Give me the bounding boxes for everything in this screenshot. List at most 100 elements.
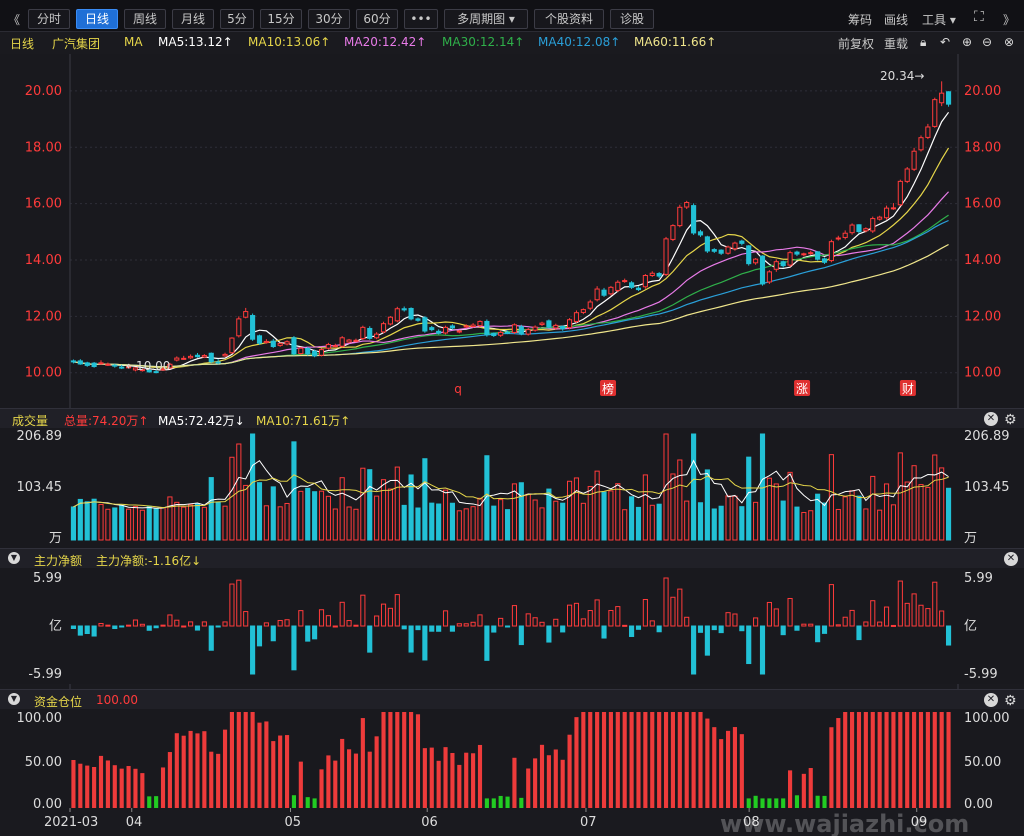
gear-icon[interactable]: ⚙: [1004, 693, 1017, 709]
tools-menu[interactable]: 工具 ▾: [922, 13, 956, 27]
candle-body: [808, 252, 814, 255]
net-flow-bar: [704, 625, 710, 656]
position-bar: [202, 731, 207, 808]
volume-bar: [691, 433, 697, 541]
net-flow-bar: [635, 625, 642, 630]
candle-body: [284, 341, 290, 345]
candle-body: [222, 353, 228, 357]
net-flow-bar: [691, 625, 697, 675]
volume-bar: [890, 504, 896, 541]
candle-body: [498, 331, 504, 336]
volume-bar: [119, 504, 125, 541]
zoom-in-icon[interactable]: ⊕: [962, 35, 973, 49]
position-bar: [347, 749, 352, 808]
net-flow-bar: [139, 623, 145, 627]
indicator-name[interactable]: MA: [124, 35, 143, 49]
tab-9[interactable]: 多周期图 ▾: [444, 9, 528, 29]
volume-bar: [939, 467, 945, 541]
flow-value: 主力净额:-1.16亿↓: [96, 554, 202, 568]
position-bar: [284, 735, 290, 808]
net-flow-bar: [904, 602, 910, 627]
stock-name[interactable]: 广汽集团: [52, 37, 101, 51]
net-flow-bar: [298, 610, 304, 627]
reload-button[interactable]: 重载: [884, 37, 909, 51]
kline-chart[interactable]: 20.00 20.00 18.00 18.00 16.00 16.00 14.00 14.00…: [0, 54, 1024, 836]
candle-body: [622, 280, 628, 283]
candle-body: [615, 281, 621, 291]
position-bar: [78, 763, 83, 808]
candle-body: [367, 327, 373, 339]
tab-11[interactable]: 诊股: [610, 9, 654, 29]
candle-body: [387, 316, 393, 325]
close-icon[interactable]: ⊗: [1004, 35, 1015, 49]
tab-2[interactable]: 周线: [124, 9, 166, 29]
volume-bar: [808, 510, 814, 541]
undo-icon[interactable]: ↶: [940, 35, 951, 49]
tab-8[interactable]: •••: [404, 9, 438, 29]
volume-bar: [697, 502, 704, 541]
chips-button[interactable]: 筹码: [848, 13, 873, 27]
price-tick-right: 18.00: [964, 140, 1001, 155]
volume-bar: [312, 491, 318, 541]
volume-bar: [739, 506, 745, 541]
position-bar: [898, 712, 903, 808]
position-bar: [333, 760, 338, 808]
candle-body: [126, 366, 132, 369]
next-arrow-icon[interactable]: 》: [1003, 13, 1016, 27]
position-bar: [856, 712, 862, 808]
collapse-icon[interactable]: ▼: [8, 693, 20, 705]
tab-6[interactable]: 30分: [308, 9, 350, 29]
net-flow-bar: [870, 600, 876, 627]
position-bar: [781, 798, 786, 808]
lock-icon[interactable]: 🔒︎: [920, 35, 927, 49]
gear-icon[interactable]: ⚙: [1004, 412, 1017, 428]
candle-body: [649, 272, 655, 276]
candle-body: [215, 361, 221, 364]
candle-body: [739, 240, 745, 244]
candle-body: [725, 246, 731, 254]
prev-arrow-icon[interactable]: 《: [8, 13, 21, 27]
volume-bar: [484, 455, 490, 541]
volume-bar: [394, 466, 400, 541]
tab-10[interactable]: 个股资料: [534, 9, 604, 29]
net-flow-bar: [380, 603, 387, 627]
candle-body: [691, 205, 697, 234]
volume-bar: [718, 505, 724, 541]
position-bar: [905, 712, 910, 808]
candle-body: [91, 362, 97, 368]
draw-button[interactable]: 画线: [884, 13, 909, 27]
net-flow-bar: [491, 625, 497, 633]
net-flow-bar: [539, 621, 545, 627]
adjust-button[interactable]: 前复权: [838, 37, 875, 51]
volume-bar: [601, 491, 607, 541]
position-value: 100.00: [96, 693, 138, 707]
close-icon[interactable]: ✕: [984, 412, 998, 426]
candles: [70, 81, 952, 374]
zoom-out-icon[interactable]: ⊖: [982, 35, 993, 49]
close-icon[interactable]: ✕: [984, 693, 998, 707]
candle-body: [463, 325, 469, 328]
candle-body: [553, 324, 559, 329]
candle-body: [697, 231, 704, 236]
candle-body: [70, 360, 77, 363]
collapse-icon[interactable]: ▼: [8, 552, 20, 564]
close-icon[interactable]: ✕: [1004, 552, 1018, 566]
candle-body: [105, 363, 111, 366]
tab-3[interactable]: 月线: [172, 9, 214, 29]
high-price-label: 20.34→: [880, 69, 924, 83]
tab-1[interactable]: 日线: [76, 9, 118, 29]
candle-body: [139, 369, 145, 372]
tab-7[interactable]: 60分: [356, 9, 398, 29]
tab-0[interactable]: 分时: [28, 9, 70, 29]
position-bar: [209, 751, 214, 808]
position-bar: [174, 733, 179, 808]
tab-5[interactable]: 15分: [260, 9, 302, 29]
fullscreen-icon[interactable]: ⛶: [974, 9, 984, 25]
net-flow-bar: [119, 625, 125, 628]
position-bar: [491, 798, 496, 808]
volume-bar: [539, 507, 545, 541]
volume-bar: [139, 509, 145, 541]
net-flow-bar: [84, 625, 90, 635]
tab-4[interactable]: 5分: [220, 9, 254, 29]
volume-bar: [766, 477, 772, 541]
